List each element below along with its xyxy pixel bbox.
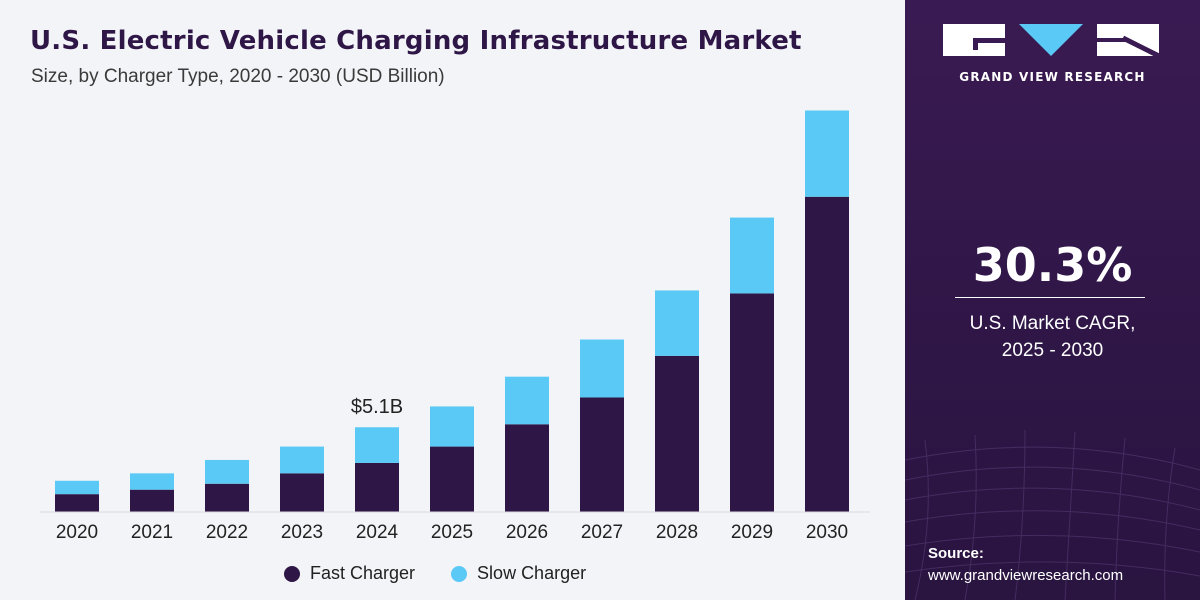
- data-label-2024: $5.1B: [351, 396, 403, 418]
- legend-item-fast-charger: Fast Charger: [284, 563, 415, 584]
- chart-legend: Fast Charger Slow Charger: [284, 563, 586, 584]
- gvr-logo: [943, 24, 1161, 59]
- bar-fast-charger-2028: [655, 355, 699, 512]
- bar-slow-charger-2023: [280, 446, 324, 474]
- logo-text: GRAND VIEW RESEARCH: [959, 70, 1146, 84]
- cagr-label: U.S. Market CAGR, 2025 - 2030: [905, 310, 1200, 364]
- source-url[interactable]: www.grandviewresearch.com: [928, 567, 1124, 584]
- x-tick-label-2027: 2027: [581, 522, 623, 543]
- cagr-label-line1: U.S. Market CAGR,: [969, 313, 1136, 334]
- bar-slow-charger-2026: [505, 376, 549, 425]
- bar-fast-charger-2030: [805, 196, 849, 512]
- legend-item-slow-charger: Slow Charger: [451, 563, 586, 584]
- bar-fast-charger-2020: [55, 494, 99, 512]
- summary-panel: GRAND VIEW RESEARCH 30.3% U.S. Market CA…: [905, 0, 1200, 600]
- bar-fast-charger-2026: [505, 424, 549, 512]
- x-tick-label-2028: 2028: [656, 522, 698, 543]
- bar-fast-charger-2027: [580, 397, 624, 512]
- bar-slow-charger-2022: [205, 459, 249, 484]
- cagr-value: 30.3%: [972, 238, 1133, 292]
- source-label: Source:: [928, 545, 984, 562]
- bar-fast-charger-2023: [280, 473, 324, 512]
- bar-slow-charger-2029: [730, 217, 774, 294]
- chart-title: U.S. Electric Vehicle Charging Infrastru…: [30, 26, 802, 56]
- bar-slow-charger-2025: [430, 406, 474, 447]
- x-tick-label-2023: 2023: [281, 522, 323, 543]
- x-tick-label-2020: 2020: [56, 522, 98, 543]
- legend-swatch-slow-charger: [451, 565, 468, 582]
- bar-fast-charger-2022: [205, 483, 249, 512]
- bar-slow-charger-2027: [580, 339, 624, 398]
- legend-label-slow-charger: Slow Charger: [477, 563, 587, 583]
- x-tick-label-2022: 2022: [206, 522, 248, 543]
- cagr-divider: [955, 297, 1145, 298]
- chart-subtitle: Size, by Charger Type, 2020 - 2030 (USD …: [31, 66, 445, 87]
- bar-slow-charger-2030: [805, 110, 849, 197]
- x-tick-label-2029: 2029: [731, 522, 773, 543]
- x-tick-label-2024: 2024: [356, 522, 399, 543]
- bar-slow-charger-2028: [655, 290, 699, 356]
- wave-grid-decoration: [905, 429, 1200, 600]
- cagr-label-line2: 2025 - 2030: [1001, 340, 1104, 361]
- bar-slow-charger-2021: [130, 473, 174, 490]
- bar-slow-charger-2020: [55, 480, 99, 495]
- bar-fast-charger-2025: [430, 446, 474, 512]
- x-tick-label-2021: 2021: [131, 522, 173, 543]
- x-tick-label-2026: 2026: [506, 522, 548, 543]
- chart-panel: U.S. Electric Vehicle Charging Infrastru…: [30, 26, 870, 584]
- legend-swatch-fast-charger: [284, 565, 300, 582]
- bar-fast-charger-2021: [130, 489, 174, 512]
- legend-label-fast-charger: Fast Charger: [310, 563, 416, 583]
- stacked-bar-chart: 2020 2021 2022 2023 2024 $5.1B 2025 2026 2027 202…: [40, 110, 870, 543]
- x-tick-label-2030: 2030: [806, 522, 848, 543]
- bar-fast-charger-2029: [730, 293, 774, 512]
- bar-slow-charger-2024: [355, 427, 399, 463]
- bar-fast-charger-2024: [355, 462, 399, 512]
- x-tick-label-2025: 2025: [431, 522, 473, 543]
